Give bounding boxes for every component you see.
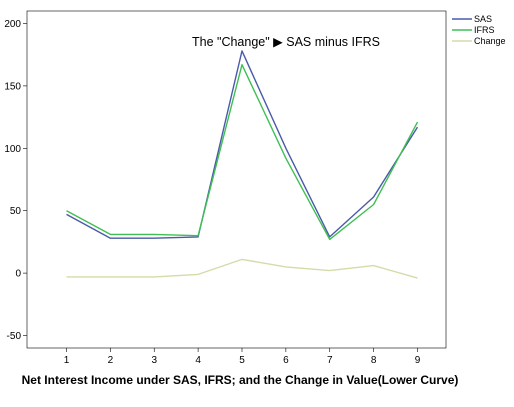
- y-tick-label: 150: [4, 81, 21, 92]
- y-tick-label: 0: [15, 269, 21, 280]
- x-tick-label: 5: [239, 355, 245, 366]
- legend-label-change: Change: [474, 36, 506, 46]
- x-tick-label: 8: [371, 355, 377, 366]
- x-axis-title: Net Interest Income under SAS, IFRS; and…: [21, 373, 459, 387]
- x-axis: 1 2 3 4 5 6 7 8 9: [64, 348, 421, 366]
- x-tick-label: 6: [283, 355, 289, 366]
- plot-area: [26, 10, 447, 349]
- series-line-change: [66, 258, 418, 279]
- series-line-sas: [66, 50, 419, 239]
- legend-label-sas: SAS: [474, 14, 492, 24]
- legend-label-ifrs: IFRS: [474, 25, 495, 35]
- x-tick-label: 3: [151, 355, 157, 366]
- series-line-ifrs: [66, 63, 419, 241]
- x-tick-label: 1: [64, 355, 70, 366]
- series-lines: [66, 50, 419, 279]
- y-axis: -50 0 50 100 150 200: [4, 19, 27, 342]
- y-tick-label: 100: [4, 144, 21, 155]
- y-tick-label: 200: [4, 19, 21, 30]
- x-tick-label: 9: [415, 355, 421, 366]
- x-tick-label: 7: [327, 355, 333, 366]
- chart-annotation: The "Change" ▶ SAS minus IFRS: [192, 35, 380, 49]
- y-tick-label: -50: [7, 331, 22, 342]
- x-tick-label: 2: [108, 355, 114, 366]
- y-tick-label: 50: [10, 206, 22, 217]
- x-tick-label: 4: [195, 355, 201, 366]
